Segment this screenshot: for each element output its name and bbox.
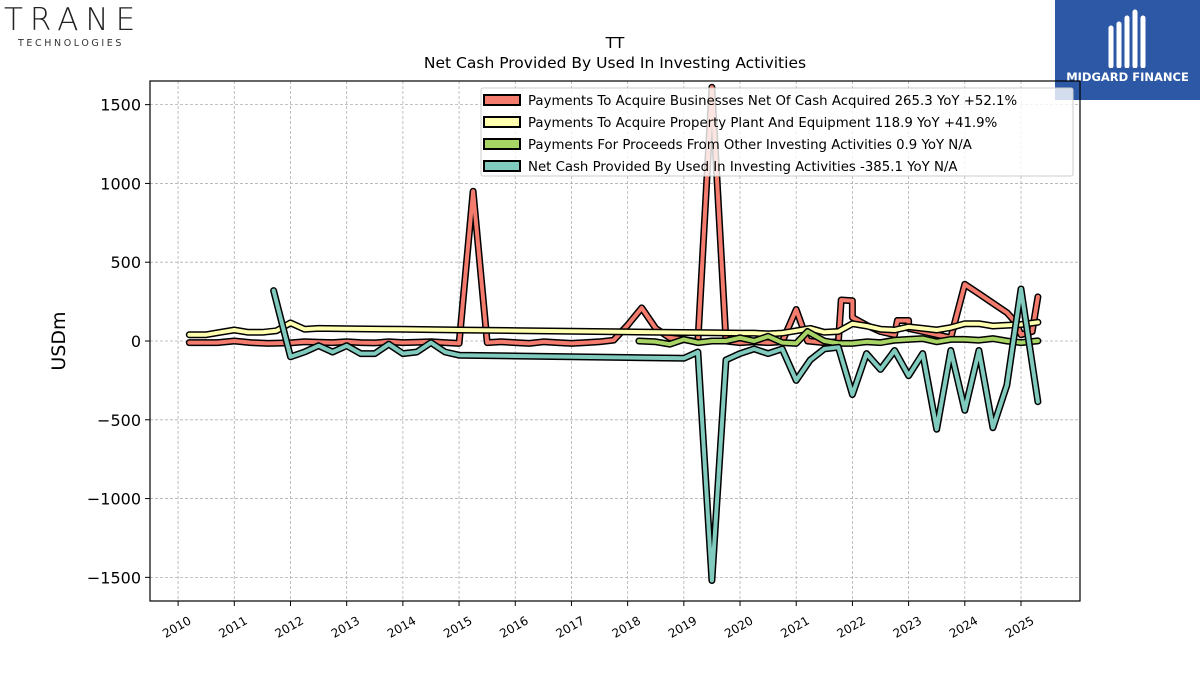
y-tick-label: −500 <box>97 411 141 430</box>
legend-label-2: Payments For Proceeds From Other Investi… <box>528 138 972 153</box>
series-group <box>185 83 1042 584</box>
trane-logo: TRANE TECHNOLOGIES <box>4 2 164 50</box>
y-axis-label: USDm <box>48 311 70 370</box>
chart-subtitle: Net Cash Provided By Used In Investing A… <box>424 54 806 72</box>
y-tick-label: 1000 <box>100 174 141 193</box>
x-tick-label: 2013 <box>329 613 362 640</box>
x-tick-label: 2011 <box>216 613 249 640</box>
x-tick-label: 2021 <box>778 613 811 640</box>
legend-box <box>480 87 1074 177</box>
x-tick-label: 2010 <box>160 613 193 640</box>
midgard-finance-logo: MIDGARD FINANCE <box>1055 0 1200 100</box>
x-tick-label: 2012 <box>273 613 306 640</box>
y-tick-label: −1000 <box>87 490 141 509</box>
x-tick-label: 2024 <box>947 613 980 640</box>
y-tick-label: 0 <box>131 332 141 351</box>
midgard-finance-name: MIDGARD FINANCE <box>1066 70 1189 84</box>
x-tick-label: 2023 <box>891 613 924 640</box>
trane-logo-subtitle: TECHNOLOGIES <box>18 38 124 49</box>
legend-swatch-0 <box>483 94 521 106</box>
y-tick-label: −1500 <box>87 568 141 587</box>
legend-swatch-3 <box>483 160 521 172</box>
legend-label-0: Payments To Acquire Businesses Net Of Ca… <box>528 94 1017 109</box>
trane-logo-wordmark: TRANE <box>4 2 143 38</box>
x-tick-label: 2019 <box>666 613 699 640</box>
x-tick-label: 2016 <box>497 613 530 640</box>
chart-title: TT <box>605 34 625 52</box>
y-tick-label: 500 <box>110 253 141 272</box>
legend-label-1: Payments To Acquire Property Plant And E… <box>528 116 997 131</box>
series-line-2 <box>636 329 1040 347</box>
y-tick-label: 1500 <box>100 96 141 115</box>
legend-label-3: Net Cash Provided By Used In Investing A… <box>528 160 958 175</box>
x-tick-label: 2018 <box>610 613 643 640</box>
x-tick-label: 2017 <box>553 613 586 640</box>
x-tick-label: 2022 <box>834 613 867 640</box>
legend: Payments To Acquire Businesses Net Of Ca… <box>480 87 1074 177</box>
legend-swatch-1 <box>483 116 521 128</box>
legend-swatch-2 <box>483 138 521 150</box>
midgard-logo-mark-icon <box>1108 9 1146 68</box>
x-tick-label: 2015 <box>441 613 474 640</box>
series-line-3 <box>271 287 1040 583</box>
x-tick-label: 2014 <box>385 613 418 640</box>
x-tick-label: 2025 <box>1003 613 1036 640</box>
x-tick-label: 2020 <box>722 613 755 640</box>
